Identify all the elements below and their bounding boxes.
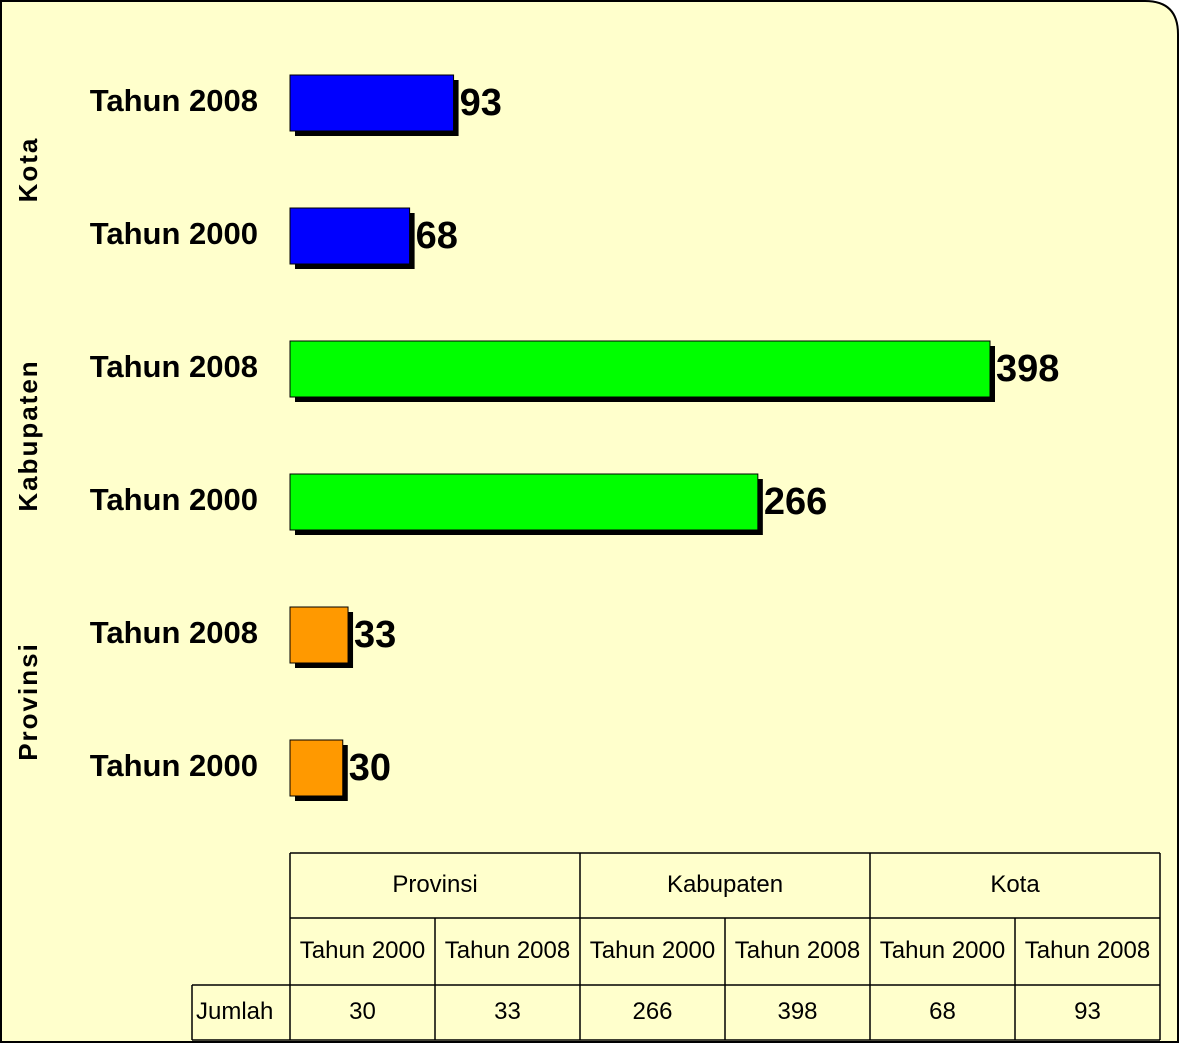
table-row-label: Jumlah [196,998,273,1025]
bar [289,74,455,132]
group-label: Kabupaten [13,359,43,511]
table-group-header: Kota [990,871,1040,898]
category-label: Tahun 2000 [90,748,258,783]
group-label: Provinsi [13,642,43,761]
value-label: 30 [349,747,391,789]
bar [289,606,349,664]
table-category-header: Tahun 2000 [880,937,1005,964]
category-label: Tahun 2008 [90,349,258,384]
value-label: 266 [764,481,827,523]
value-label: 68 [416,215,458,257]
group-label: Kota [13,137,43,203]
table-category-header: Tahun 2000 [300,937,425,964]
bar [289,340,991,398]
table-category-header: Tahun 2008 [445,937,570,964]
category-label: Tahun 2000 [90,216,258,251]
table-cell: 33 [494,998,521,1025]
table-group-header: Kabupaten [667,871,783,898]
table-group-header: Provinsi [392,871,477,898]
table-cell: 266 [632,998,672,1025]
table-cell: 93 [1074,998,1101,1025]
value-label: 93 [460,82,502,124]
bar [289,207,411,265]
category-label: Tahun 2008 [90,615,258,650]
table-category-header: Tahun 2008 [735,937,860,964]
table-cell: 398 [777,998,817,1025]
table-cell: 68 [929,998,956,1025]
value-label: 398 [996,348,1059,390]
category-label: Tahun 2008 [90,83,258,118]
category-label: Tahun 2000 [90,482,258,517]
bar [289,473,759,531]
table-cell: 30 [349,998,376,1025]
table-category-header: Tahun 2008 [1025,937,1150,964]
table-category-header: Tahun 2000 [590,937,715,964]
value-label: 33 [354,614,396,656]
bar [289,739,344,797]
